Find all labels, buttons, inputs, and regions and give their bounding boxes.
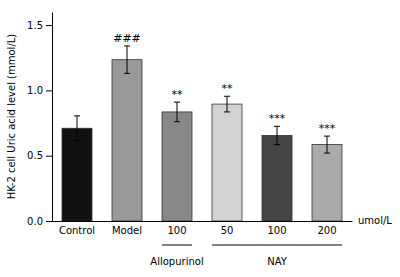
error-bar-cap bbox=[224, 111, 230, 112]
error-bar-cap bbox=[274, 144, 280, 145]
error-bar-cap bbox=[174, 121, 180, 122]
group-label: Allopurinol bbox=[150, 256, 203, 267]
group-bracket bbox=[212, 245, 342, 246]
x-tick-label: 100 bbox=[167, 225, 186, 236]
error-bar bbox=[274, 126, 280, 144]
error-bar-cap bbox=[224, 96, 230, 97]
x-tick: 200 bbox=[317, 225, 336, 236]
category-groups: Allopurinol NAY bbox=[150, 245, 342, 267]
y-tick-label: 0.5 bbox=[27, 150, 43, 161]
significance-label: ### bbox=[113, 32, 141, 45]
error-bar-cap bbox=[74, 115, 80, 116]
y-axis: 0.0 0.5 1.0 1.5 bbox=[27, 13, 52, 227]
error-bar-cap bbox=[124, 45, 130, 46]
y-tick-mark bbox=[46, 156, 52, 157]
y-axis-label: HK-2 cell Uric acid level (mmol/L) bbox=[6, 34, 17, 200]
bar bbox=[212, 104, 242, 221]
x-tick-label: Control bbox=[59, 225, 95, 236]
y-tick-mark bbox=[46, 25, 52, 26]
error-bar bbox=[324, 136, 330, 153]
y-axis-line bbox=[52, 13, 53, 222]
x-tick: Control bbox=[59, 225, 95, 236]
y-tick-mark bbox=[46, 221, 52, 222]
error-bar-stem bbox=[277, 126, 278, 144]
plot-area: 0.0 0.5 1.0 1.5 Control Model 100 50 100 200 ### **… bbox=[27, 13, 392, 268]
x-tick: Model bbox=[112, 225, 142, 236]
error-bar-stem bbox=[227, 96, 228, 112]
y-tick: 1.5 bbox=[27, 20, 52, 31]
x-tick: 50 bbox=[221, 225, 234, 236]
y-tick-mark bbox=[46, 90, 52, 91]
group-bracket bbox=[162, 245, 192, 246]
x-tick-label: Model bbox=[112, 225, 142, 236]
error-bar bbox=[124, 46, 130, 73]
error-bar bbox=[224, 96, 230, 112]
error-bar-cap bbox=[324, 153, 330, 154]
x-tick: 100 bbox=[167, 225, 186, 236]
significance-label: ** bbox=[172, 88, 184, 101]
bar bbox=[62, 128, 92, 221]
error-bar bbox=[174, 102, 180, 122]
x-axis-label: umol/L bbox=[358, 215, 392, 226]
group-label: NAY bbox=[267, 256, 288, 267]
y-tick: 0.0 bbox=[27, 216, 52, 227]
x-tick-label: 200 bbox=[317, 225, 336, 236]
error-bar-stem bbox=[77, 116, 78, 141]
bar bbox=[112, 60, 142, 221]
significance-label: ** bbox=[222, 82, 234, 95]
x-tick-label: 50 bbox=[221, 225, 234, 236]
error-bar-cap bbox=[324, 136, 330, 137]
significance-label: *** bbox=[319, 122, 336, 135]
x-axis: Control Model 100 50 100 200 bbox=[53, 222, 353, 237]
y-tick: 0.5 bbox=[27, 150, 52, 161]
error-bar-stem bbox=[327, 136, 328, 153]
x-axis-line bbox=[53, 221, 353, 222]
y-tick-label: 1.5 bbox=[27, 20, 43, 31]
error-bar bbox=[74, 116, 80, 141]
y-tick: 1.0 bbox=[27, 85, 52, 96]
y-tick-label: 1.0 bbox=[27, 85, 43, 96]
y-tick-label: 0.0 bbox=[27, 216, 43, 227]
bar bbox=[262, 135, 292, 221]
x-tick: 100 bbox=[267, 225, 286, 236]
error-bar-stem bbox=[177, 102, 178, 122]
marks bbox=[62, 46, 342, 221]
significance-label: *** bbox=[269, 112, 286, 125]
error-bar-cap bbox=[274, 126, 280, 127]
chart: 0.0 0.5 1.0 1.5 Control Model 100 50 100 200 ### **… bbox=[0, 0, 400, 277]
error-bar-cap bbox=[74, 140, 80, 141]
bar bbox=[162, 112, 192, 221]
error-bar-stem bbox=[127, 46, 128, 73]
error-bar-cap bbox=[174, 102, 180, 103]
bar bbox=[312, 145, 342, 221]
error-bar-cap bbox=[124, 73, 130, 74]
x-tick-label: 100 bbox=[267, 225, 286, 236]
